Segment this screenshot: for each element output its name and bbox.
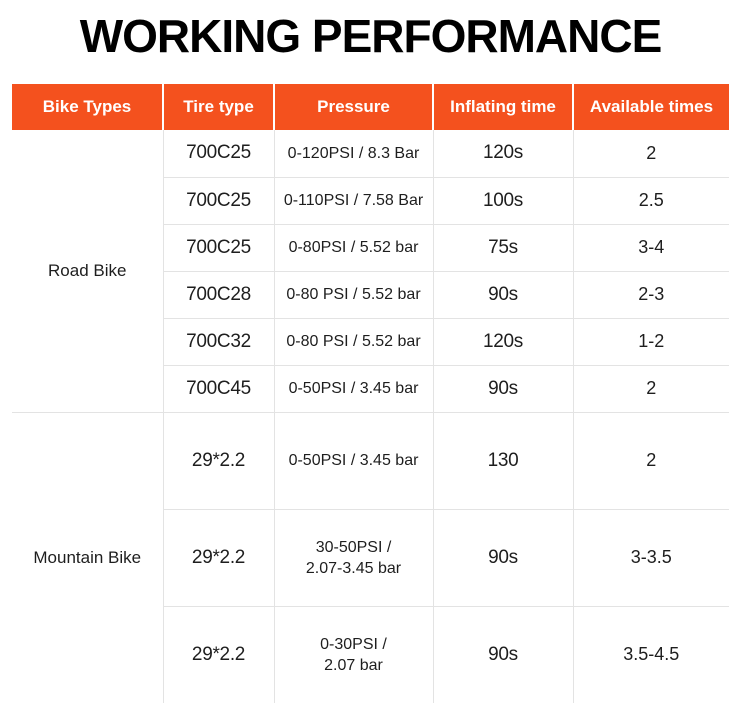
performance-table: Bike Types Tire type Pressure Inflating … [12, 84, 729, 703]
tire-type-cell: 700C25 [162, 176, 274, 224]
pressure-cell: 0-80 PSI / 5.52 bar [273, 270, 433, 318]
table-row: 700C32 0-80 PSI / 5.52 bar 120s 1-2 [12, 317, 729, 365]
inflating-time-cell: 75s [432, 223, 573, 271]
tire-type-cell: 700C45 [162, 364, 274, 412]
col-header-bike-types: Bike Types [12, 84, 163, 130]
pressure-cell: 0-50PSI / 3.45 bar [273, 411, 433, 509]
table-row: 29*2.2 30-50PSI / 2.07-3.45 bar 90s 3-3.… [12, 508, 729, 606]
inflating-time-cell: 90s [432, 605, 573, 703]
available-times-cell: 1-2 [572, 317, 729, 365]
col-header-pressure: Pressure [273, 84, 433, 130]
tire-type-cell: 700C25 [162, 223, 274, 271]
available-times-cell: 2 [572, 411, 729, 509]
table-row: 700C25 0-110PSI / 7.58 Bar 100s 2.5 [12, 176, 729, 224]
inflating-time-cell: 100s [432, 176, 573, 224]
col-header-available-times: Available times [572, 84, 729, 130]
inflating-time-cell: 120s [432, 130, 573, 177]
tire-type-cell: 700C25 [162, 130, 274, 177]
tire-type-cell: 29*2.2 [162, 605, 274, 703]
tire-type-cell: 29*2.2 [162, 508, 274, 606]
available-times-cell: 2 [572, 364, 729, 412]
available-times-cell: 2 [572, 130, 729, 177]
table-row: Mountain Bike 29*2.2 0-50PSI / 3.45 bar … [12, 411, 729, 703]
table-row: 700C25 0-80PSI / 5.52 bar 75s 3-4 [12, 223, 729, 271]
inflating-time-cell: 90s [432, 508, 573, 606]
pressure-cell: 30-50PSI / 2.07-3.45 bar [273, 508, 433, 606]
available-times-cell: 2-3 [572, 270, 729, 318]
table-row: 29*2.2 0-30PSI / 2.07 bar 90s 3.5-4.5 [12, 605, 729, 703]
table-row: Road Bike 700C25 0-120PSI / 8.3 Bar 120s… [12, 130, 729, 280]
inflating-time-cell: 130 [432, 411, 573, 509]
pressure-cell: 0-30PSI / 2.07 bar [273, 605, 433, 703]
pressure-cell: 0-80PSI / 5.52 bar [273, 223, 433, 271]
header-row: Bike Types Tire type Pressure Inflating … [12, 84, 729, 130]
inflating-time-cell: 120s [432, 317, 573, 365]
bike-type-cell-road: Road Bike [48, 260, 127, 280]
available-times-cell: 3-3.5 [572, 508, 729, 606]
table-row: 700C45 0-50PSI / 3.45 bar 90s 2 [12, 364, 729, 412]
pressure-cell: 0-120PSI / 8.3 Bar [273, 130, 433, 177]
pressure-cell: 0-110PSI / 7.58 Bar [273, 176, 433, 224]
available-times-cell: 3-4 [572, 223, 729, 271]
page-title: WORKING PERFORMANCE [79, 10, 663, 62]
available-times-cell: 3.5-4.5 [572, 605, 729, 703]
inflating-time-cell: 90s [432, 270, 573, 318]
table-row: 700C28 0-80 PSI / 5.52 bar 90s 2-3 [12, 270, 729, 318]
tire-type-cell: 29*2.2 [162, 411, 274, 509]
inflating-time-cell: 90s [432, 364, 573, 412]
available-times-cell: 2.5 [572, 176, 729, 224]
col-header-tire-type: Tire type [162, 84, 274, 130]
tire-type-cell: 700C28 [162, 270, 274, 318]
pressure-cell: 0-50PSI / 3.45 bar [273, 364, 433, 412]
bike-type-cell-mountain: Mountain Bike [12, 411, 163, 703]
col-header-inflating-time: Inflating time [432, 84, 573, 130]
tire-type-cell: 700C32 [162, 317, 274, 365]
pressure-cell: 0-80 PSI / 5.52 bar [273, 317, 433, 365]
